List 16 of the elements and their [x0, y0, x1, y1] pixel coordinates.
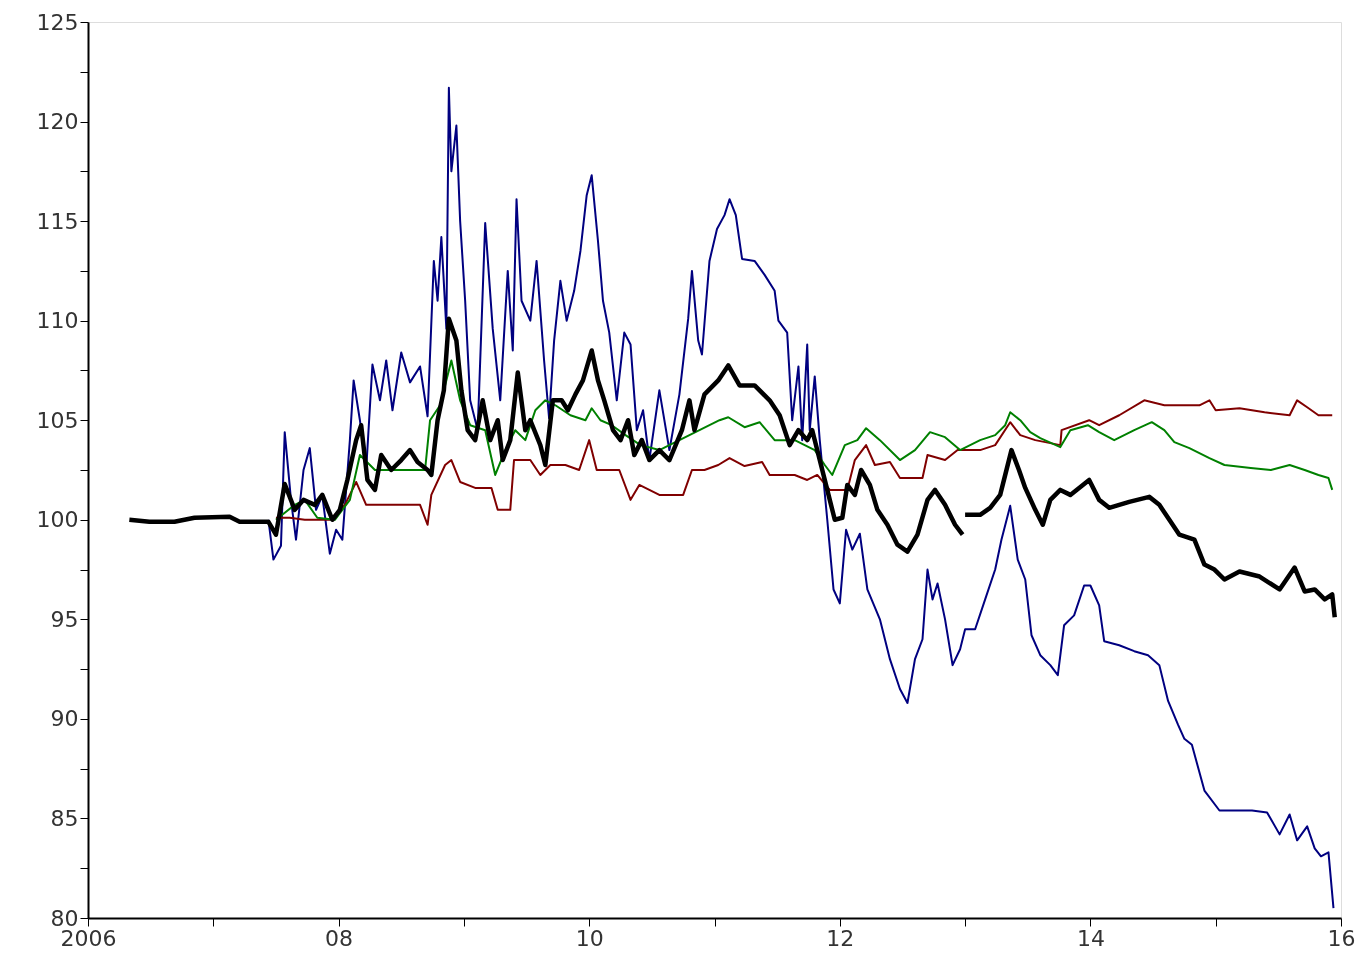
y-tick-label: 125: [36, 9, 79, 35]
y-tick-label: 95: [50, 606, 79, 632]
y-tick-label: 110: [36, 308, 79, 334]
y-tick-label: 115: [36, 208, 79, 234]
y-tick-label: 85: [50, 805, 79, 831]
y-tick-label: 90: [50, 706, 79, 732]
y-tick-label: 105: [36, 407, 79, 433]
x-tick-label: 16: [1327, 925, 1356, 951]
x-tick-label: 12: [826, 925, 855, 951]
y-tick-label: 120: [36, 109, 79, 135]
line-series: [274, 399, 1334, 526]
x-tick-label: 14: [1076, 925, 1105, 951]
line-series: [267, 86, 1335, 910]
y-tick-label: 100: [36, 507, 79, 533]
x-tick-label: 08: [325, 925, 354, 951]
x-tick-label: 10: [575, 925, 604, 951]
